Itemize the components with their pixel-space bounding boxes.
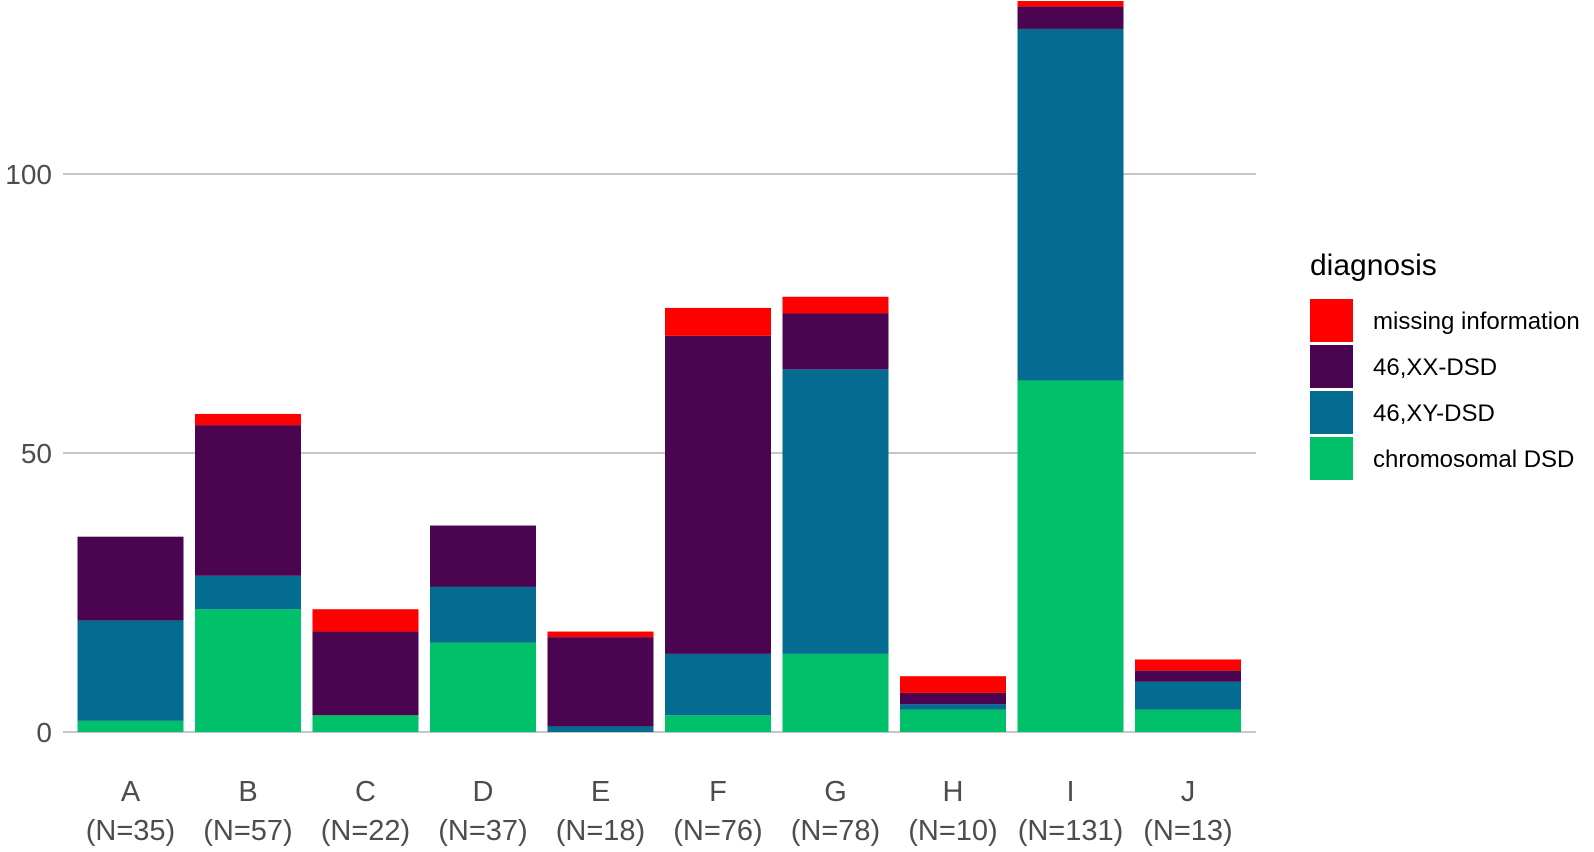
y-tick-label: 100 xyxy=(5,159,52,190)
x-tick-sublabel: (N=57) xyxy=(203,815,292,847)
x-tick-sublabel: (N=131) xyxy=(1018,815,1124,847)
bar-segment xyxy=(312,715,419,732)
x-tick-sublabel: (N=18) xyxy=(556,815,645,847)
x-tick-label: D xyxy=(473,776,494,808)
x-tick-label: I xyxy=(1066,776,1074,808)
x-axis-labels: A (N=35) B (N=57) C (N=22) D (N=37) E (N=18) F (N=7… xyxy=(86,776,1233,847)
bar-segment xyxy=(900,676,1006,693)
legend-key xyxy=(1310,345,1353,388)
bar-segment xyxy=(77,620,184,721)
legend-key xyxy=(1310,391,1353,434)
x-tick-sublabel: (N=76) xyxy=(673,815,762,847)
legend-label: 46,XX-DSD xyxy=(1373,354,1497,381)
bar-segment xyxy=(430,525,536,587)
x-tick-label: E xyxy=(591,776,610,808)
bar-segment xyxy=(782,653,889,732)
legend-label: chromosomal DSD xyxy=(1373,446,1574,473)
bar-segment xyxy=(430,642,536,732)
bar-segment xyxy=(195,425,301,576)
bars xyxy=(77,1,1241,732)
x-tick-label: C xyxy=(355,776,376,808)
bar-segment xyxy=(900,704,1006,710)
bar-segment xyxy=(1135,670,1241,682)
y-tick-label: 50 xyxy=(21,438,52,469)
bar-segment xyxy=(77,720,184,732)
bar-segment xyxy=(900,709,1006,732)
bar-segment xyxy=(195,609,301,732)
legend-key xyxy=(1310,437,1353,480)
bar-segment xyxy=(77,536,184,621)
bar-segment xyxy=(195,413,301,426)
bar-segment xyxy=(312,631,419,716)
x-tick-label: A xyxy=(121,776,141,808)
y-tick-label: 0 xyxy=(36,717,52,748)
x-tick-label: G xyxy=(824,776,847,808)
bar-segment xyxy=(782,313,889,370)
bar-segment xyxy=(547,726,654,732)
x-tick-sublabel: (N=13) xyxy=(1143,815,1232,847)
legend-label: missing information xyxy=(1373,308,1580,335)
legend-key xyxy=(1310,299,1353,342)
bar-segment xyxy=(1135,659,1241,671)
bar-segment xyxy=(1017,28,1124,381)
bar-segment xyxy=(782,369,889,654)
bar-segment xyxy=(782,296,889,314)
legend-items: missing information 46,XX-DSD 46,XY-DSD chr… xyxy=(1310,299,1580,480)
x-tick-label: H xyxy=(943,776,964,808)
bar-segment xyxy=(1135,709,1241,732)
bar-segment xyxy=(547,637,654,727)
x-tick-sublabel: (N=22) xyxy=(321,815,410,847)
bar-segment xyxy=(665,715,771,732)
x-tick-sublabel: (N=35) xyxy=(86,815,175,847)
bar-segment xyxy=(1135,681,1241,710)
bar-segment xyxy=(1017,6,1124,29)
bar-segment xyxy=(1017,380,1124,732)
bar-segment xyxy=(900,692,1006,705)
bar-segment xyxy=(665,335,771,654)
x-tick-sublabel: (N=10) xyxy=(908,815,997,847)
bar-segment xyxy=(430,586,536,643)
legend-title: diagnosis xyxy=(1310,249,1437,282)
bar-segment xyxy=(665,307,771,336)
legend: diagnosis missing information 46,XX-DSD 46… xyxy=(1310,249,1580,480)
bar-segment xyxy=(195,575,301,610)
bar-segment xyxy=(665,653,771,716)
y-axis-ticks: 0 50 100 xyxy=(5,159,52,748)
x-tick-sublabel: (N=37) xyxy=(438,815,527,847)
x-tick-sublabel: (N=78) xyxy=(791,815,880,847)
bar-segment xyxy=(1017,1,1124,7)
bar-segment xyxy=(312,609,419,632)
legend-label: 46,XY-DSD xyxy=(1373,400,1495,427)
x-tick-label: B xyxy=(238,776,257,808)
x-tick-label: J xyxy=(1181,776,1196,808)
bar-segment xyxy=(547,631,654,638)
x-tick-label: F xyxy=(709,776,727,808)
